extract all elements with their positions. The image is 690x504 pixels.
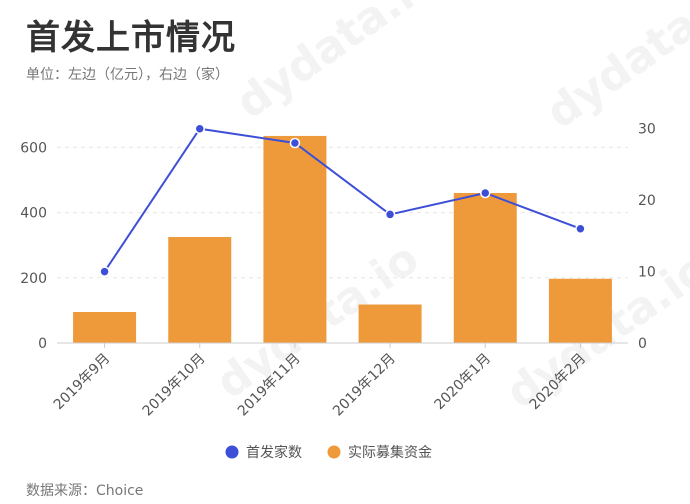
x-tick-label: 2019年12月 (330, 351, 399, 420)
y-right-tick-label: 30 (638, 122, 656, 138)
line-series (99, 123, 586, 277)
bar (73, 312, 137, 343)
watermark-text: dydata.io (537, 0, 690, 139)
grid-lines (57, 146, 628, 279)
bar (263, 135, 327, 343)
x-tick-label: 2019年10月 (140, 351, 209, 420)
data-source-note: 数据来源：Choice (26, 483, 144, 499)
line-path (103, 127, 581, 273)
x-tick-label: 2020年1月 (431, 351, 494, 414)
x-tick-label: 2019年9月 (51, 351, 114, 414)
y-left-tick-label: 400 (20, 206, 47, 222)
line-point (575, 223, 586, 234)
bar-series (73, 135, 612, 343)
bar (358, 304, 422, 343)
watermark-text: dydata.io (227, 0, 448, 129)
legend-marker (225, 445, 239, 459)
line-point (384, 209, 396, 220)
bar (548, 278, 612, 343)
y-left-tick-label: 200 (20, 271, 47, 287)
y-right-tick-label: 0 (638, 336, 647, 352)
legend: 首发家数 实际募集资金 (225, 444, 432, 461)
legend-marker (327, 445, 341, 459)
line-point (289, 137, 301, 149)
line-point (194, 123, 205, 134)
bar (453, 193, 517, 343)
line-point (480, 187, 491, 199)
y-left-tick-label: 600 (20, 140, 47, 156)
y-right-tick-label: 10 (638, 265, 656, 281)
legend-label: 实际募集资金 (348, 444, 432, 461)
legend-label: 首发家数 (246, 444, 302, 461)
y-right-tick-label: 20 (638, 193, 656, 209)
unit-subtitle: 单位：左边（亿元），右边（家） (26, 67, 229, 83)
line-point (99, 266, 110, 277)
y-left-tick-label: 0 (38, 336, 47, 352)
page-title: 首发上市情况 (26, 18, 236, 58)
bar (168, 237, 232, 343)
